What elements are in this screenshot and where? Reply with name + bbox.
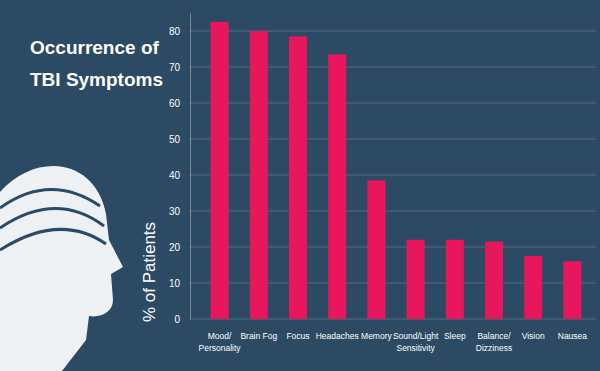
head-icon <box>0 166 123 371</box>
y-tick: 70 <box>169 62 190 73</box>
x-axis: Mood/PersonalityBrain Fog Focus HeadachesM… <box>199 319 588 353</box>
y-tick: 30 <box>169 206 190 217</box>
y-axis-line <box>190 14 191 320</box>
x-tick-label: Vision <box>522 331 545 341</box>
title: Occurrence ofTBI Symptoms <box>30 37 163 90</box>
y-axis-title: % of Patients <box>140 222 159 322</box>
y-tick-label: 50 <box>169 134 181 145</box>
y-tick-label: 10 <box>169 278 181 289</box>
y-tick-label: 80 <box>169 26 181 37</box>
y-tick: 40 <box>169 170 190 181</box>
x-tick-label: Memory <box>361 331 392 341</box>
head-stripe <box>0 189 100 208</box>
chart: Occurrence ofTBI Symptoms 0 10 20 30 40 50 60 70… <box>0 0 600 371</box>
x-tick: Mood/Personality <box>199 319 242 353</box>
x-tick: Nausea <box>558 319 588 341</box>
x-tick: Memory <box>361 319 392 341</box>
head-stripe <box>0 208 104 228</box>
x-tick: Balance/Dizziness <box>476 319 512 353</box>
background <box>0 0 600 371</box>
y-tick: 20 <box>169 242 190 253</box>
grid <box>190 31 596 319</box>
bar <box>563 261 581 319</box>
y-tick-label: 60 <box>169 98 181 109</box>
x-tick-label: Sleep <box>444 331 466 341</box>
x-tick-label: Balance/Dizziness <box>476 331 512 352</box>
y-tick: 0 <box>174 314 190 325</box>
x-tick-label: Brain Fog <box>240 331 277 341</box>
x-tick: Brain Fog <box>240 319 277 341</box>
bar <box>524 256 542 319</box>
y-tick: 80 <box>169 26 190 37</box>
x-tick-label: Focus <box>286 331 309 341</box>
bar <box>446 240 464 319</box>
y-tick-label: 30 <box>169 206 181 217</box>
y-tick-label: 70 <box>169 62 181 73</box>
x-tick: Focus <box>286 319 309 341</box>
y-tick: 50 <box>169 134 190 145</box>
y-tick: 60 <box>169 98 190 109</box>
bar <box>485 242 503 319</box>
y-axis: 0 10 20 30 40 50 60 70 80 <box>169 14 191 325</box>
y-tick: 10 <box>169 278 190 289</box>
bar <box>407 240 425 319</box>
y-tick-label: 40 <box>169 170 181 181</box>
x-tick: Sleep <box>444 319 466 341</box>
x-tick-label: Nausea <box>558 331 588 341</box>
y-tick-label: 0 <box>174 314 180 325</box>
x-tick-label: Sound/LightSensitivity <box>393 331 439 352</box>
bar <box>250 31 268 319</box>
x-tick-label: Headaches <box>316 331 359 341</box>
x-tick: Headaches <box>316 319 359 341</box>
bar <box>211 22 229 319</box>
bar <box>328 54 346 319</box>
head-stripe <box>0 229 106 250</box>
x-tick-label: Mood/Personality <box>199 331 242 352</box>
bar <box>289 36 307 319</box>
x-tick: Vision <box>522 319 545 341</box>
bars <box>211 22 582 319</box>
bar <box>367 180 385 319</box>
y-tick-label: 20 <box>169 242 181 253</box>
x-tick: Sound/LightSensitivity <box>393 319 439 353</box>
head-shape <box>0 166 123 371</box>
